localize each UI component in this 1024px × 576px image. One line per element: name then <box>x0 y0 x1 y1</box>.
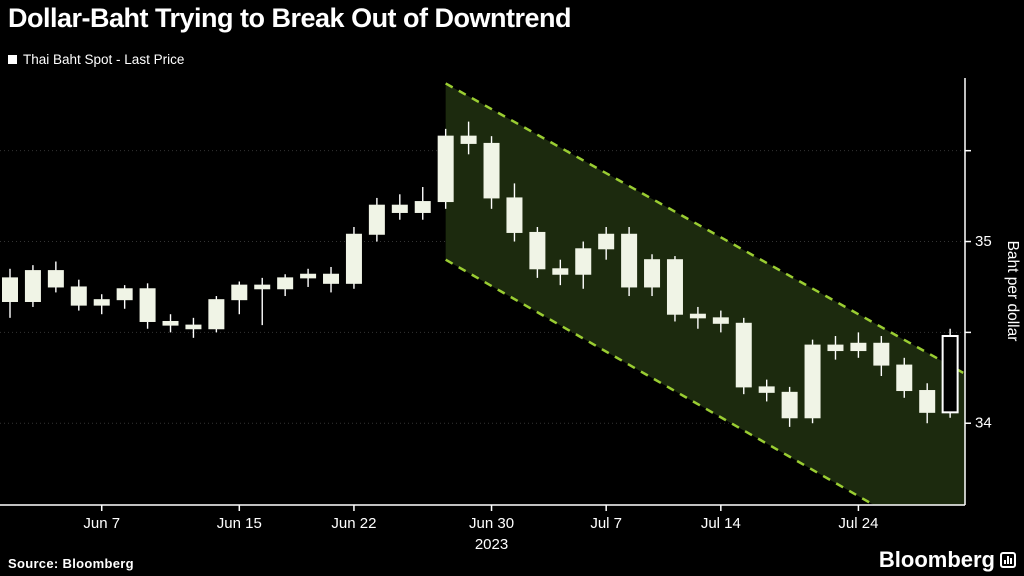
svg-text:Jun 30: Jun 30 <box>469 515 514 532</box>
page-title: Dollar-Baht Trying to Break Out of Downt… <box>8 3 572 33</box>
legend: Thai Baht Spot - Last Price <box>8 52 184 67</box>
svg-text:Jun 22: Jun 22 <box>331 515 376 532</box>
svg-text:2023: 2023 <box>475 536 508 553</box>
bloomberg-logo: Bloomberg <box>879 547 1016 573</box>
svg-text:Jun 7: Jun 7 <box>83 515 120 532</box>
svg-text:Jun 15: Jun 15 <box>217 515 262 532</box>
svg-text:34: 34 <box>975 415 992 432</box>
source-attribution: Source: Bloomberg <box>8 556 138 571</box>
bloomberg-chart-icon <box>1000 552 1016 568</box>
svg-text:35: 35 <box>975 233 992 250</box>
svg-text:Baht per dollar: Baht per dollar <box>1004 241 1021 342</box>
svg-text:Jul 14: Jul 14 <box>701 515 741 532</box>
svg-text:Jul 24: Jul 24 <box>838 515 878 532</box>
legend-marker-icon <box>8 55 17 64</box>
legend-label: Thai Baht Spot - Last Price <box>23 52 185 67</box>
bloomberg-wordmark: Bloomberg <box>878 547 995 572</box>
svg-text:Jul 7: Jul 7 <box>590 515 622 532</box>
source-value: Bloomberg <box>62 556 134 571</box>
source-label: Source: <box>8 556 59 571</box>
